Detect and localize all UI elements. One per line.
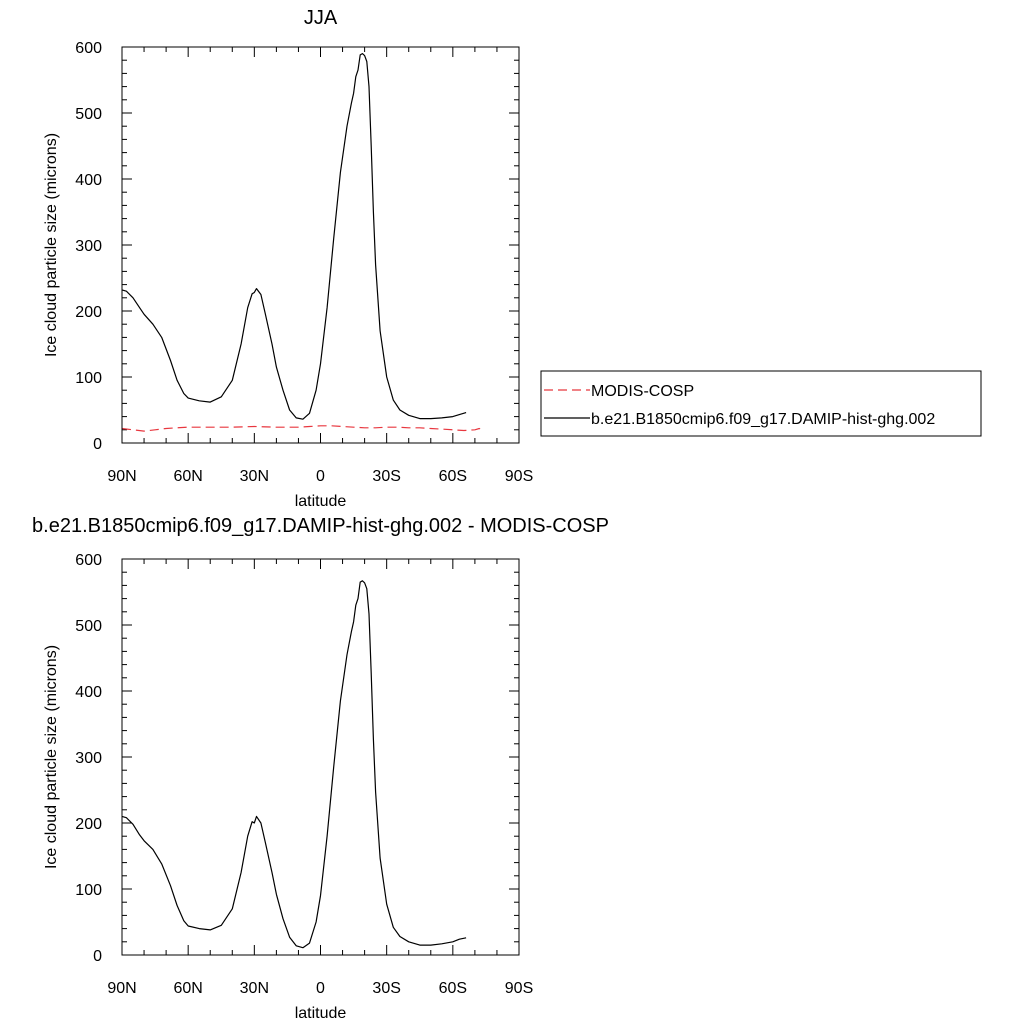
chart-panel-2: b.e21.B1850cmip6.f09_g17.DAMIP-hist-ghg.… [32, 515, 609, 1022]
y-axis-label: Ice cloud particle size (microns) [43, 645, 60, 869]
y-tick-label: 600 [75, 40, 102, 57]
series-line-modis-cosp [121, 425, 484, 432]
x-tick-label: 90N [107, 980, 136, 997]
y-tick-label: 300 [75, 750, 102, 767]
x-tick-label: 90S [505, 980, 533, 997]
x-tick-label: 30N [240, 980, 269, 997]
x-tick-label: 60S [439, 468, 467, 485]
x-tick-label: 30N [240, 468, 269, 485]
x-tick-label: 0 [316, 980, 325, 997]
legend: MODIS-COSP b.e21.B1850cmip6.f09_g17.DAMIP… [540, 370, 982, 437]
y-axis-label: Ice cloud particle size (microns) [43, 133, 60, 357]
x-tick-label: 90N [107, 468, 136, 485]
y-tick-label: 300 [75, 238, 102, 255]
x-tick-label: 30S [372, 980, 400, 997]
x-tick-label: 60N [173, 980, 202, 997]
y-tick-label: 400 [75, 172, 102, 189]
y-tick-label: 100 [75, 370, 102, 387]
y-tick-label: 0 [93, 948, 102, 965]
legend-entry-label: MODIS-COSP [591, 383, 694, 400]
plot-frame [121, 46, 520, 444]
y-tick-label: 600 [75, 552, 102, 569]
x-tick-label: 30S [372, 468, 400, 485]
chart-panel-1: JJA 90N 60N 30N 0 30S 60S 90S 0 100 200 300 400 500 60… [43, 7, 533, 510]
x-axis-label: latitude [295, 1005, 347, 1022]
y-tick-label: 500 [75, 106, 102, 123]
x-tick-label: 0 [316, 468, 325, 485]
y-tick-label: 200 [75, 304, 102, 321]
y-tick-label: 0 [93, 436, 102, 453]
legend-entry-label: b.e21.B1850cmip6.f09_g17.DAMIP-hist-ghg.… [591, 411, 935, 428]
x-axis-label: latitude [295, 493, 347, 510]
y-tick-label: 200 [75, 816, 102, 833]
series-line-1 [121, 580, 467, 949]
y-tick-label: 500 [75, 618, 102, 635]
x-tick-label: 60N [173, 468, 202, 485]
plot-frame [121, 558, 520, 956]
chart-title: JJA [304, 7, 338, 29]
x-tick-label: 60S [439, 980, 467, 997]
y-tick-label: 400 [75, 684, 102, 701]
x-tick-label: 90S [505, 468, 533, 485]
y-tick-label: 100 [75, 882, 102, 899]
chart-title: b.e21.B1850cmip6.f09_g17.DAMIP-hist-ghg.… [32, 515, 609, 537]
series-line-b-e21-b1850cmip6-f09-g17-damip-hist-ghg-002 [121, 52, 467, 420]
legend-box [540, 370, 982, 437]
